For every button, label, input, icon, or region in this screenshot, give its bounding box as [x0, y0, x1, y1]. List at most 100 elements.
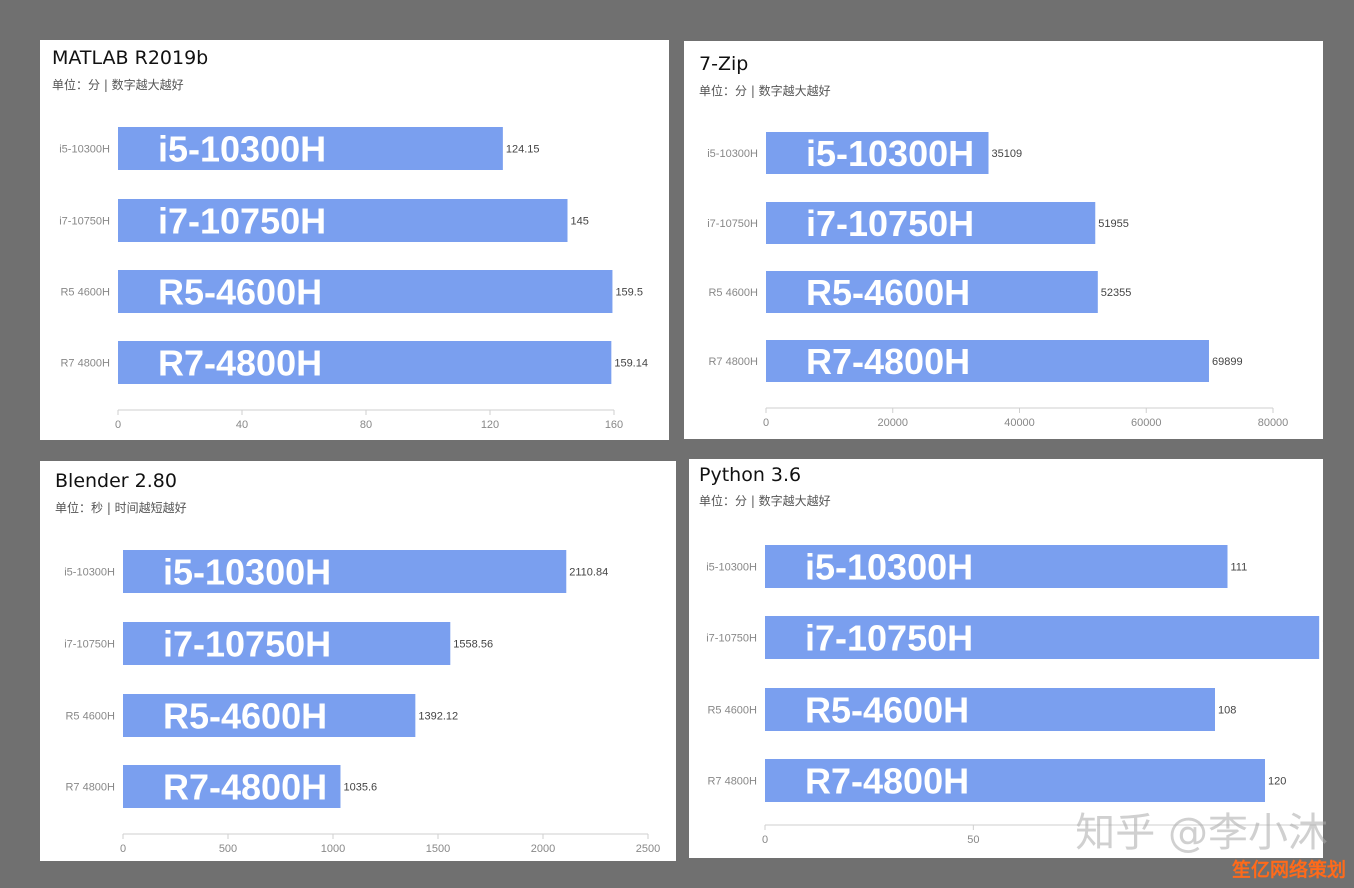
bar [766, 132, 989, 174]
chart-subtitle: 单位：分 | 数字越大越好 [699, 494, 831, 508]
bar [766, 340, 1209, 382]
bar [765, 616, 1320, 659]
value-label: 124.15 [506, 144, 540, 156]
value-label: 108 [1218, 705, 1236, 717]
category-label: R7 4800H [65, 782, 115, 794]
x-tick-label: 20000 [877, 417, 908, 429]
chart-panel-matlab: i5-10300H i5-10300H 124.15 i7-10750H i7-1075… [40, 40, 669, 440]
watermark-text: 知乎 @李小沐 [1075, 810, 1328, 856]
category-label: i7-10750H [707, 218, 758, 230]
category-label: R7 4800H [707, 776, 757, 788]
bar-label: R7-4800H [163, 767, 327, 808]
chart-title: 7-Zip [699, 53, 749, 75]
value-label: 1558.56 [453, 639, 493, 651]
value-label: 51955 [1098, 218, 1129, 230]
category-label: R7 4800H [60, 358, 110, 370]
chart-svg: i5-10300H i5-10300H 124.15 i7-10750H i7-1075… [59, 127, 648, 431]
value-label: 69899 [1212, 356, 1243, 368]
category-label: i5-10300H [64, 567, 115, 579]
category-label: i7-10750H [706, 633, 757, 645]
category-label: i5-10300H [59, 144, 110, 156]
bar-label: i5-10300H [805, 547, 973, 588]
x-tick-label: 0 [762, 834, 768, 846]
category-label: R5 4600H [707, 705, 757, 717]
value-label: 1392.12 [418, 711, 458, 723]
bar [765, 759, 1265, 802]
category-label: R7 4800H [708, 356, 758, 368]
category-label: i5-10300H [706, 562, 757, 574]
value-label: 133 [1322, 633, 1323, 645]
chart-title: Python 3.6 [699, 464, 802, 486]
x-tick-label: 80000 [1258, 417, 1289, 429]
chart-svg: i5-10300H i5-10300H 2110.84 i7-10750H i7-107… [64, 550, 660, 855]
x-tick-label: 0 [115, 419, 121, 431]
bar-label: i7-10750H [806, 203, 974, 244]
bar-label: R5-4600H [158, 272, 322, 313]
category-label: R5 4600H [60, 287, 110, 299]
category-label: i7-10750H [64, 639, 115, 651]
chart-panel-python: i5-10300H i5-10300H 111 i7-10750H i7-10750H 1… [689, 459, 1323, 858]
x-tick-label: 500 [219, 843, 237, 855]
x-tick-label: 0 [763, 417, 769, 429]
bar [118, 341, 612, 384]
bar-label: i7-10750H [158, 201, 326, 242]
value-label: 145 [571, 216, 589, 228]
bar-label: R5-4600H [163, 696, 327, 737]
x-tick-label: 0 [120, 843, 126, 855]
bar-label: i5-10300H [163, 552, 331, 593]
bar [123, 622, 451, 665]
chart-panel-7zip: i5-10300H i5-10300H 35109 i7-10750H i7-10750… [684, 41, 1323, 439]
chart-subtitle: 单位：秒 | 时间越短越好 [55, 501, 187, 515]
x-tick-label: 160 [605, 419, 623, 431]
bar [765, 688, 1215, 731]
x-tick-label: 2500 [636, 843, 660, 855]
bar [765, 545, 1228, 588]
category-label: i5-10300H [707, 148, 758, 160]
bar-label: R7-4800H [806, 341, 970, 382]
value-label: 159.5 [615, 287, 643, 299]
value-label: 159.14 [614, 358, 648, 370]
value-label: 35109 [992, 148, 1023, 160]
chart-svg: i5-10300H i5-10300H 35109 i7-10750H i7-10750… [707, 132, 1289, 429]
bar [118, 199, 568, 242]
x-tick-label: 60000 [1131, 417, 1162, 429]
category-label: i7-10750H [59, 216, 110, 228]
bar [118, 270, 613, 313]
value-label: 111 [1231, 562, 1248, 574]
chart-title: Blender 2.80 [55, 470, 177, 492]
x-tick-label: 40000 [1004, 417, 1035, 429]
chart-subtitle: 单位：分 | 数字越大越好 [52, 78, 184, 92]
bar-label: R5-4600H [806, 272, 970, 313]
bar-label: i7-10750H [805, 618, 973, 659]
bar-label: i5-10300H [806, 133, 974, 174]
value-label: 120 [1268, 776, 1286, 788]
bar [123, 765, 341, 808]
chart-panel-blender: i5-10300H i5-10300H 2110.84 i7-10750H i7-107… [40, 461, 676, 861]
value-label: 52355 [1101, 287, 1132, 299]
bar-label: R7-4800H [805, 761, 969, 802]
x-tick-label: 40 [236, 419, 248, 431]
x-tick-label: 1000 [321, 843, 345, 855]
watermark-sub-text: 笙亿网络策划 [1231, 859, 1346, 881]
bar-label: i7-10750H [163, 624, 331, 665]
bar-label: R7-4800H [158, 343, 322, 384]
x-tick-label: 50 [967, 834, 979, 846]
bar [766, 271, 1098, 313]
value-label: 1035.6 [343, 782, 377, 794]
x-tick-label: 2000 [531, 843, 555, 855]
bar [123, 694, 416, 737]
bar-label: i5-10300H [158, 129, 326, 170]
bar [118, 127, 503, 170]
bar [123, 550, 567, 593]
x-tick-label: 80 [360, 419, 372, 431]
x-tick-label: 120 [481, 419, 499, 431]
x-tick-label: 1500 [426, 843, 450, 855]
chart-subtitle: 单位：分 | 数字越大越好 [699, 84, 831, 98]
category-label: R5 4600H [65, 711, 115, 723]
bar [766, 202, 1096, 244]
category-label: R5 4600H [708, 287, 758, 299]
chart-title: MATLAB R2019b [52, 47, 209, 69]
chart-svg: i5-10300H i5-10300H 111 i7-10750H i7-10750H 1… [706, 545, 1323, 846]
bar-label: R5-4600H [805, 690, 969, 731]
value-label: 2110.84 [569, 567, 608, 579]
